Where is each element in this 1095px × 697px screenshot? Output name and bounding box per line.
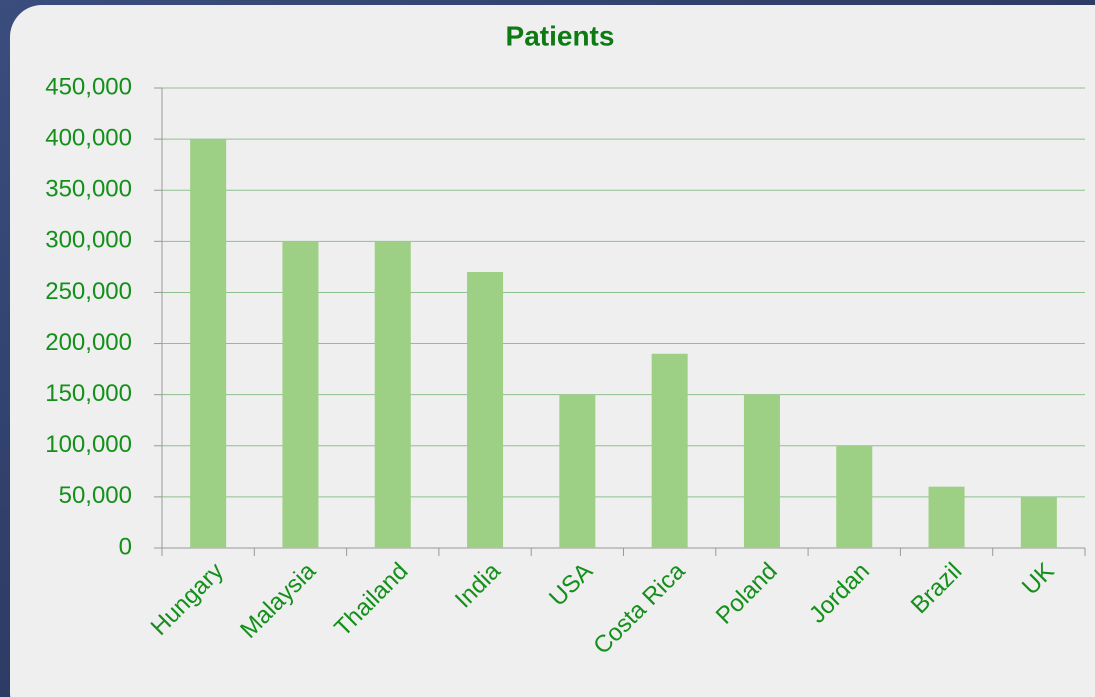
y-tick-label: 200,000 [45,329,132,356]
bar [190,139,227,548]
y-tick-label: 350,000 [45,176,132,203]
y-tick-label: 0 [119,533,132,560]
chart-title: Patients [506,20,615,51]
bar [743,394,780,548]
bar [836,445,873,548]
bar [559,394,596,548]
bar [1020,496,1057,548]
y-tick-label: 450,000 [45,73,132,100]
y-tick-label: 100,000 [45,431,132,458]
y-tick-label: 50,000 [59,482,132,509]
chart-panel [10,5,1095,697]
y-tick-label: 300,000 [45,227,132,254]
y-tick-label: 250,000 [45,278,132,305]
bar [282,241,319,549]
bar [651,353,688,548]
bar [928,486,965,548]
y-tick-label: 400,000 [45,124,132,151]
bar [467,272,504,548]
y-tick-label: 150,000 [45,380,132,407]
bar [374,241,411,549]
